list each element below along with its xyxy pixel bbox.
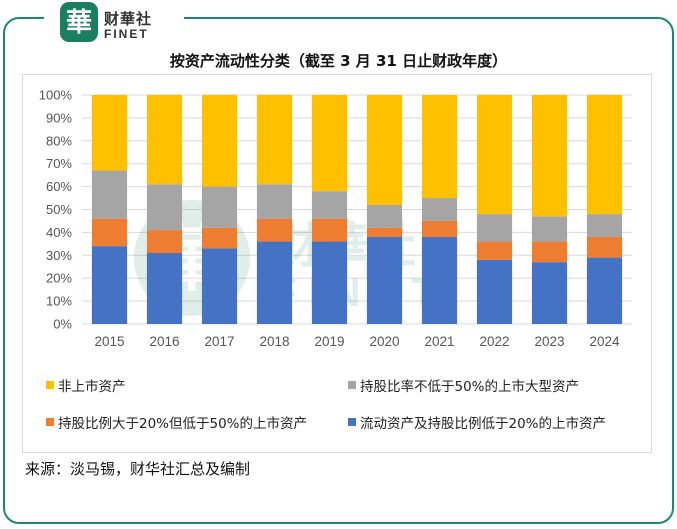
y-tick-label: 40% bbox=[46, 225, 72, 240]
legend-item-non-listed: 非上市资产 bbox=[46, 375, 126, 395]
x-tick-label: 2022 bbox=[479, 334, 509, 349]
bar-segment bbox=[421, 220, 458, 237]
bar-segment bbox=[146, 230, 183, 254]
bar-segment bbox=[421, 95, 458, 199]
bar-segment bbox=[201, 186, 238, 228]
bar-stacks bbox=[91, 95, 623, 324]
legend-swatch bbox=[348, 418, 356, 426]
bar-segment bbox=[476, 241, 513, 260]
y-tick-label: 0% bbox=[53, 317, 72, 332]
chart-title: 按资产流动性分类（截至 3 月 31 日止财政年度） bbox=[169, 52, 508, 70]
bar-segment bbox=[256, 184, 293, 219]
y-tick-label: 60% bbox=[46, 179, 72, 194]
legend-label: 持股比率不低于50%的上市大型资产 bbox=[360, 379, 580, 395]
y-tick-label: 20% bbox=[46, 271, 72, 286]
bar-segment bbox=[366, 204, 403, 228]
bar-segment bbox=[531, 262, 568, 324]
bar-segment bbox=[146, 253, 183, 324]
bar-segment bbox=[476, 259, 513, 324]
legend-label: 非上市资产 bbox=[58, 379, 126, 395]
plot-area-border bbox=[22, 74, 652, 453]
bar-segment bbox=[201, 248, 238, 324]
bar-segment bbox=[146, 95, 183, 185]
y-tick-label: 30% bbox=[46, 248, 72, 263]
y-tick-label: 50% bbox=[46, 202, 72, 217]
x-tick-label: 2016 bbox=[149, 334, 179, 349]
legend-swatch bbox=[46, 418, 54, 426]
watermark-en: FINET bbox=[272, 271, 448, 315]
bar-segment bbox=[421, 236, 458, 324]
bar-segment bbox=[586, 257, 623, 324]
bar-segment bbox=[256, 95, 293, 185]
source-note: 来源：淡马锡，财华社汇总及编制 bbox=[25, 460, 251, 478]
logo-cn-text: 财華社 bbox=[104, 10, 153, 28]
bar-segment bbox=[311, 191, 348, 219]
logo-en-text: FINET bbox=[104, 27, 149, 41]
legend-label: 流动资产及持股比例低于20%的上市资产 bbox=[360, 416, 607, 432]
bar-segment bbox=[311, 95, 348, 192]
x-tick-label: 2019 bbox=[314, 334, 344, 349]
legend-item-large-listed: 持股比率不低于50%的上市大型资产 bbox=[348, 375, 579, 395]
y-axis-ticks: 0% 10% 20% 30% 40% 50% 60% 70% 80% 90% 100% bbox=[39, 88, 73, 332]
y-tick-label: 70% bbox=[46, 156, 72, 171]
x-tick-label: 2017 bbox=[204, 334, 234, 349]
finet-logo-seal: 華 bbox=[60, 2, 98, 42]
logo-seal-glyph: 華 bbox=[66, 8, 92, 38]
x-tick-label: 2020 bbox=[369, 334, 399, 349]
x-axis-ticks: 2015 2016 2017 2018 2019 2020 2021 2022 2023 2024 bbox=[94, 334, 620, 349]
bar-segment bbox=[531, 241, 568, 263]
bar-segment bbox=[256, 241, 293, 324]
bar-segment bbox=[586, 214, 623, 237]
x-tick-label: 2021 bbox=[424, 334, 454, 349]
y-tick-label: 10% bbox=[46, 294, 72, 309]
x-tick-label: 2018 bbox=[259, 334, 289, 349]
bar-segment bbox=[91, 246, 128, 324]
bar-segment bbox=[91, 95, 128, 171]
bar-segment bbox=[366, 95, 403, 205]
y-tick-label: 100% bbox=[39, 88, 73, 103]
bar-segment bbox=[91, 170, 128, 219]
legend-label: 持股比例大于20%但低于50%的上市资产 bbox=[58, 416, 308, 432]
bar-segment bbox=[476, 214, 513, 242]
bar-segment bbox=[146, 184, 183, 231]
bar-segment bbox=[421, 198, 458, 221]
bar-segment bbox=[256, 218, 293, 242]
bar-segment bbox=[91, 218, 128, 247]
legend-swatch bbox=[348, 381, 356, 389]
legend-item-mid-listed: 持股比例大于20%但低于50%的上市资产 bbox=[46, 412, 307, 432]
bar-segment bbox=[311, 241, 348, 324]
bar-segment bbox=[201, 95, 238, 187]
logo-seal-char: 華 bbox=[66, 8, 92, 38]
x-tick-label: 2024 bbox=[589, 334, 620, 349]
bar-segment bbox=[201, 227, 238, 249]
bar-segment bbox=[311, 218, 348, 242]
x-tick-label: 2023 bbox=[534, 334, 564, 349]
bar-segment bbox=[366, 236, 403, 324]
y-tick-label: 90% bbox=[46, 110, 72, 125]
y-tick-label: 80% bbox=[46, 133, 72, 148]
bar-segment bbox=[476, 95, 513, 215]
x-tick-label: 2015 bbox=[94, 334, 124, 349]
legend-swatch bbox=[46, 381, 54, 389]
bar-segment bbox=[366, 227, 403, 237]
legend-item-liquid: 流动资产及持股比例低于20%的上市资产 bbox=[348, 412, 606, 432]
bar-segment bbox=[586, 236, 623, 258]
bar-segment bbox=[531, 95, 568, 217]
bar-segment bbox=[531, 216, 568, 242]
bar-segment bbox=[586, 95, 623, 215]
